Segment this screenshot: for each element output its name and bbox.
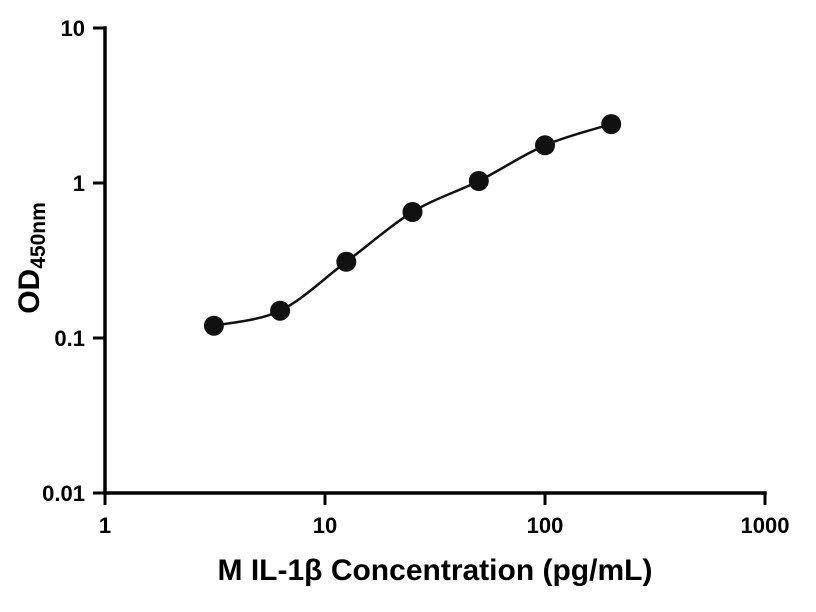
data-point — [270, 300, 291, 321]
y-axis-title: OD450nm — [12, 148, 50, 368]
data-point — [601, 114, 622, 135]
y-axis-title-main: OD — [13, 268, 46, 314]
x-tick-label: 1 — [99, 513, 111, 538]
data-point — [203, 315, 224, 336]
fit-curve — [213, 122, 612, 327]
y-tick-label: 10 — [61, 16, 85, 41]
y-tick-label: 0.01 — [42, 481, 85, 506]
x-tick-label: 10 — [313, 513, 337, 538]
data-point — [336, 251, 357, 272]
axis-lines — [103, 26, 767, 495]
y-tick-label: 1 — [73, 171, 85, 196]
x-axis-title: M IL-1β Concentration (pg/mL) — [217, 554, 653, 587]
y-tick-label: 0.1 — [54, 326, 85, 351]
data-point — [468, 171, 489, 191]
y-axis-title-subscript: 450nm — [27, 202, 50, 269]
x-tick-label: 100 — [527, 513, 564, 538]
x-tick-label: 1000 — [741, 513, 790, 538]
data-point — [535, 135, 555, 156]
data-point — [402, 202, 423, 222]
